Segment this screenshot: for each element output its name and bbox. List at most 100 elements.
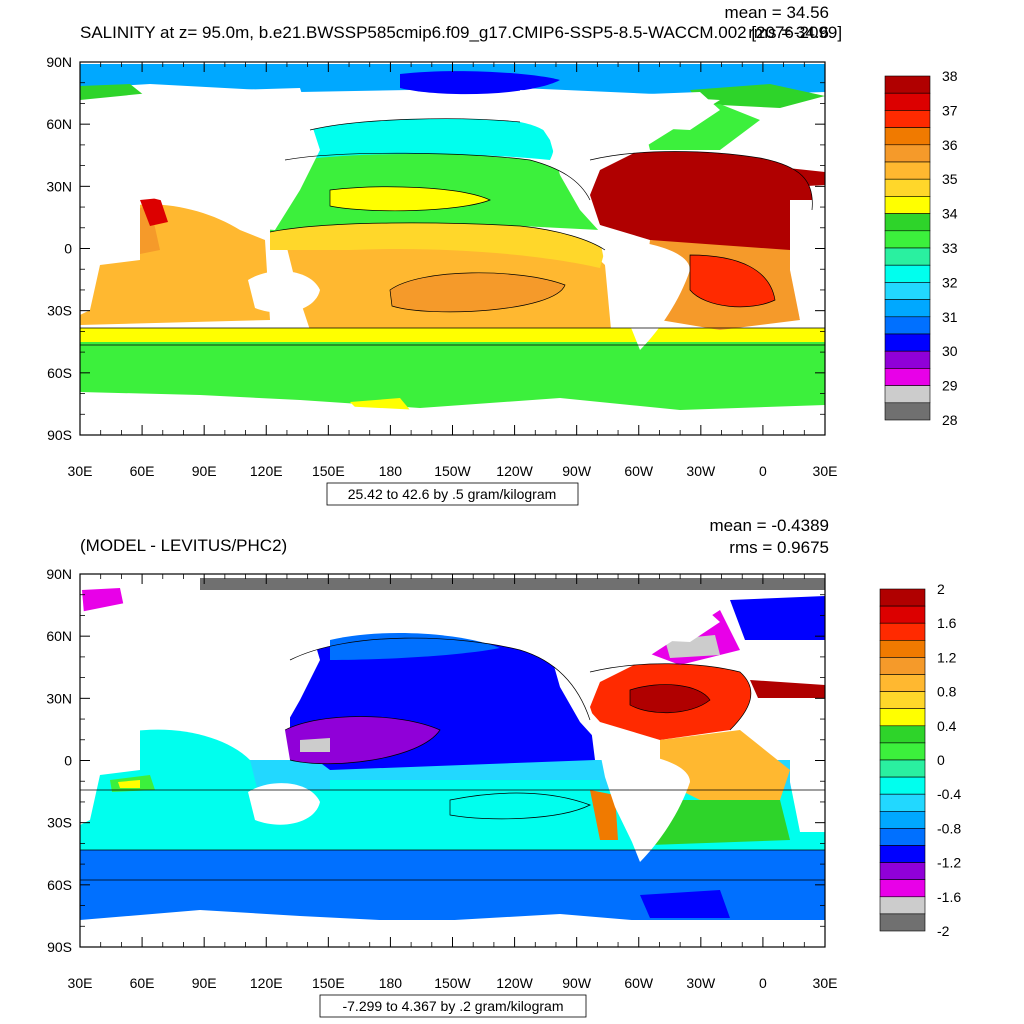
top-lon-label: 120W [496,463,533,479]
top-lat-label: 90N [46,54,72,70]
top-colorbar-box [884,213,931,232]
top-colorbar-box [884,230,931,249]
bottom-colorbar-label: 1.6 [937,615,957,631]
top-colorbar-label: 36 [942,137,958,153]
top-land-south-america [600,239,690,350]
top-ticks: 90N 60N 30N 0 30S 60S 90S 30E 60E 90E 120E 150E 180 1… [46,54,837,479]
bottom-colorbar-box [879,793,926,812]
top-title: SALINITY at z= 95.0m, b.e21.BWSSP585cmip… [80,23,842,42]
bottom-land-australia [248,783,320,825]
bottom-colorbar-box [879,896,926,915]
bottom-lat-label: 90S [47,939,72,955]
top-lat-label: 0 [64,241,72,257]
top-colorbar-label: 34 [942,206,958,222]
bottom-pacific-gray [300,738,330,752]
top-lon-label: 30E [813,463,838,479]
bottom-nordic [730,596,825,640]
bottom-southern-blue [640,890,730,918]
bottom-lon-label: 60W [624,975,654,991]
top-arctic-low [400,71,560,95]
bottom-colorbar-box [879,828,926,846]
bottom-lon-label: 150E [312,975,345,991]
bottom-contour-info: -7.299 to 4.367 by .2 gram/kilogram [342,998,563,1014]
bottom-lat-label: 60S [47,877,72,893]
bottom-atlantic-orange [660,730,790,800]
top-north-atlantic [580,151,813,252]
bottom-ticks: 90N 60N 30N 0 30S 60S 90S 30E 60E 90E 120E 150E 180 1… [46,566,837,991]
bottom-colorbar-label: 0.4 [937,718,957,734]
bottom-land-south-america [600,751,690,862]
bottom-lat-label: 90N [46,566,72,582]
top-lon-label: 150W [434,463,471,479]
bottom-colorbar-label: -1.2 [937,855,961,871]
bottom-colorbar: 2 1.6 1.2 0.8 0.4 0 -0.4 -0.8 -1.2 -1.6 -2 [879,581,961,939]
top-colorbar-box [884,196,931,214]
top-colorbar: 38 37 36 35 34 33 32 31 30 29 28 [884,68,958,428]
bottom-peru [590,790,618,840]
top-south-atlantic [690,255,775,307]
bottom-lon-label: 30W [686,975,716,991]
top-colorbar-box [884,385,931,404]
bottom-colorbar-label: -2 [937,923,950,939]
top-pacific-gyre [390,272,565,312]
top-lon-label: 60E [130,463,155,479]
bottom-pacific-south-mid [330,780,600,850]
bottom-lat-label: 30N [46,690,72,706]
top-colorbar-box [884,350,931,369]
bottom-colorbar-box [879,810,926,829]
bottom-colorbar-label: -0.4 [937,786,961,802]
bottom-colorbar-box [879,862,926,880]
top-southern-ocean [80,342,825,410]
top-lat-label: 60N [46,116,72,132]
top-contours [80,118,825,346]
bottom-lon-label: 30E [68,975,93,991]
bottom-south-deep [80,850,825,920]
bottom-land-greenland [620,604,720,642]
bottom-mean: mean = -0.4389 [709,516,829,535]
bottom-colorbar-box [879,691,926,709]
top-colorbar-box [884,299,931,318]
bottom-rms: rms = 0.9675 [729,538,829,557]
top-contour-info: 25.42 to 42.6 by .5 gram/kilogram [348,486,557,502]
bottom-map [80,574,825,947]
bottom-land-africa-east [790,712,825,832]
bottom-title: (MODEL - LEVITUS/PHC2) [80,536,287,555]
bottom-colorbar-box [879,879,926,898]
top-lon-label: 90W [562,463,592,479]
top-lon-label: 0 [759,463,767,479]
bottom-contour-info-box: -7.299 to 4.367 by .2 gram/kilogram [319,994,587,1018]
top-lat-label: 60S [47,365,72,381]
bottom-colorbar-label: 1.2 [937,649,957,665]
bottom-indian-yellow [118,780,140,788]
top-lon-label: 60W [624,463,654,479]
top-lon-label: 30W [686,463,716,479]
bottom-lat-label: 60N [46,628,72,644]
top-lon-label: 180 [379,463,403,479]
bottom-colorbar-box [879,742,926,761]
bottom-lon-label: 30E [813,975,838,991]
top-lon-label: 150E [312,463,345,479]
top-map [80,62,825,435]
top-land-australia [248,271,320,313]
bottom-colorbar-box [879,674,926,692]
bottom-atlantic-south [650,800,790,845]
bottom-lon-label: 60E [130,975,155,991]
top-colorbar-label: 35 [942,171,958,187]
bottom-colorbar-box [879,759,926,778]
bottom-colorbar-label: 2 [937,581,945,597]
bottom-arctic-gray [200,578,825,590]
bottom-colorbar-box [879,639,926,658]
top-colorbar-box [884,110,931,128]
top-lon-label: 30E [68,463,93,479]
bottom-colorbar-box [879,657,926,675]
top-colorbar-box [884,368,931,386]
bottom-colorbar-label: -0.8 [937,820,961,836]
bottom-panel: (MODEL - LEVITUS/PHC2) mean = -0.4389 rm… [46,516,961,1018]
top-mean: mean = 34.56 [725,3,829,22]
bottom-med [750,680,825,698]
bottom-lon-label: 120W [496,975,533,991]
top-panel: SALINITY at z= 95.0m, b.e21.BWSSP585cmip… [46,3,958,506]
bottom-colorbar-box [879,913,926,932]
bottom-colorbar-box [879,725,926,744]
top-colorbar-box [884,161,931,180]
